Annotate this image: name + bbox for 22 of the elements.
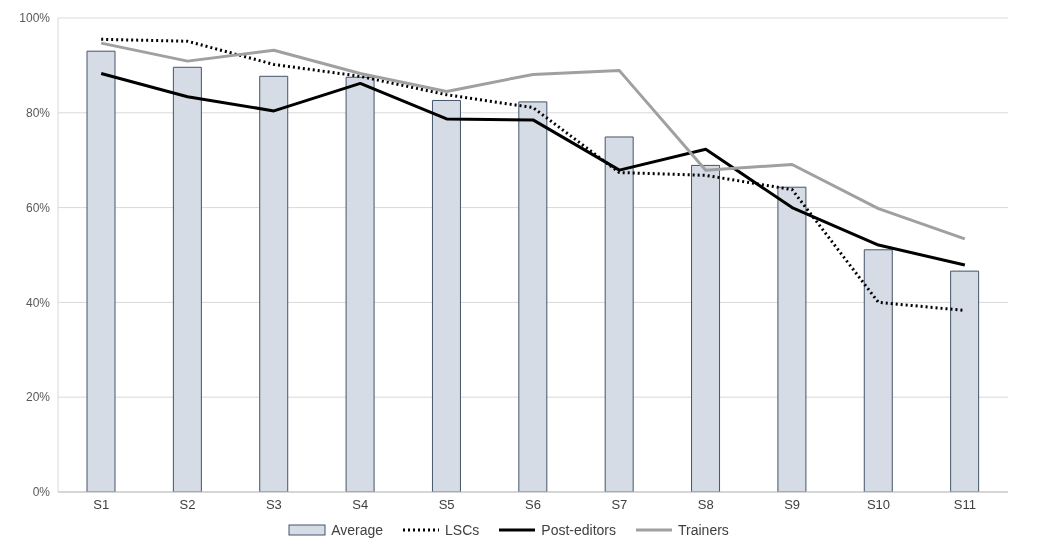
y-tick-label: 60% [25, 200, 51, 215]
x-tick-label: S10 [866, 497, 891, 513]
x-tick-label: S11 [953, 497, 976, 513]
x-tick-label: S4 [352, 497, 369, 513]
legend-label: Post-editors [540, 522, 616, 538]
y-tick-label: 0% [32, 485, 51, 500]
legend-label: Average [330, 522, 384, 538]
y-tick-label: 40% [25, 295, 51, 310]
legend-label: LSCs [444, 522, 480, 538]
legend-label: Trainers [677, 522, 729, 538]
x-tick-label: S1 [93, 497, 110, 513]
x-tick-label: S3 [265, 497, 282, 513]
x-tick-label: S8 [697, 497, 714, 513]
y-tick-label: 100% [19, 11, 51, 26]
y-tick-label: 20% [25, 390, 51, 405]
line-series [99, 41, 967, 241]
x-tick-label: S7 [611, 497, 628, 513]
x-tick-label: S9 [784, 497, 801, 513]
x-tick-label: S2 [179, 497, 196, 513]
x-tick-label: S5 [438, 497, 455, 513]
x-tick-label: S6 [525, 497, 541, 513]
y-tick-label: 80% [25, 106, 51, 121]
